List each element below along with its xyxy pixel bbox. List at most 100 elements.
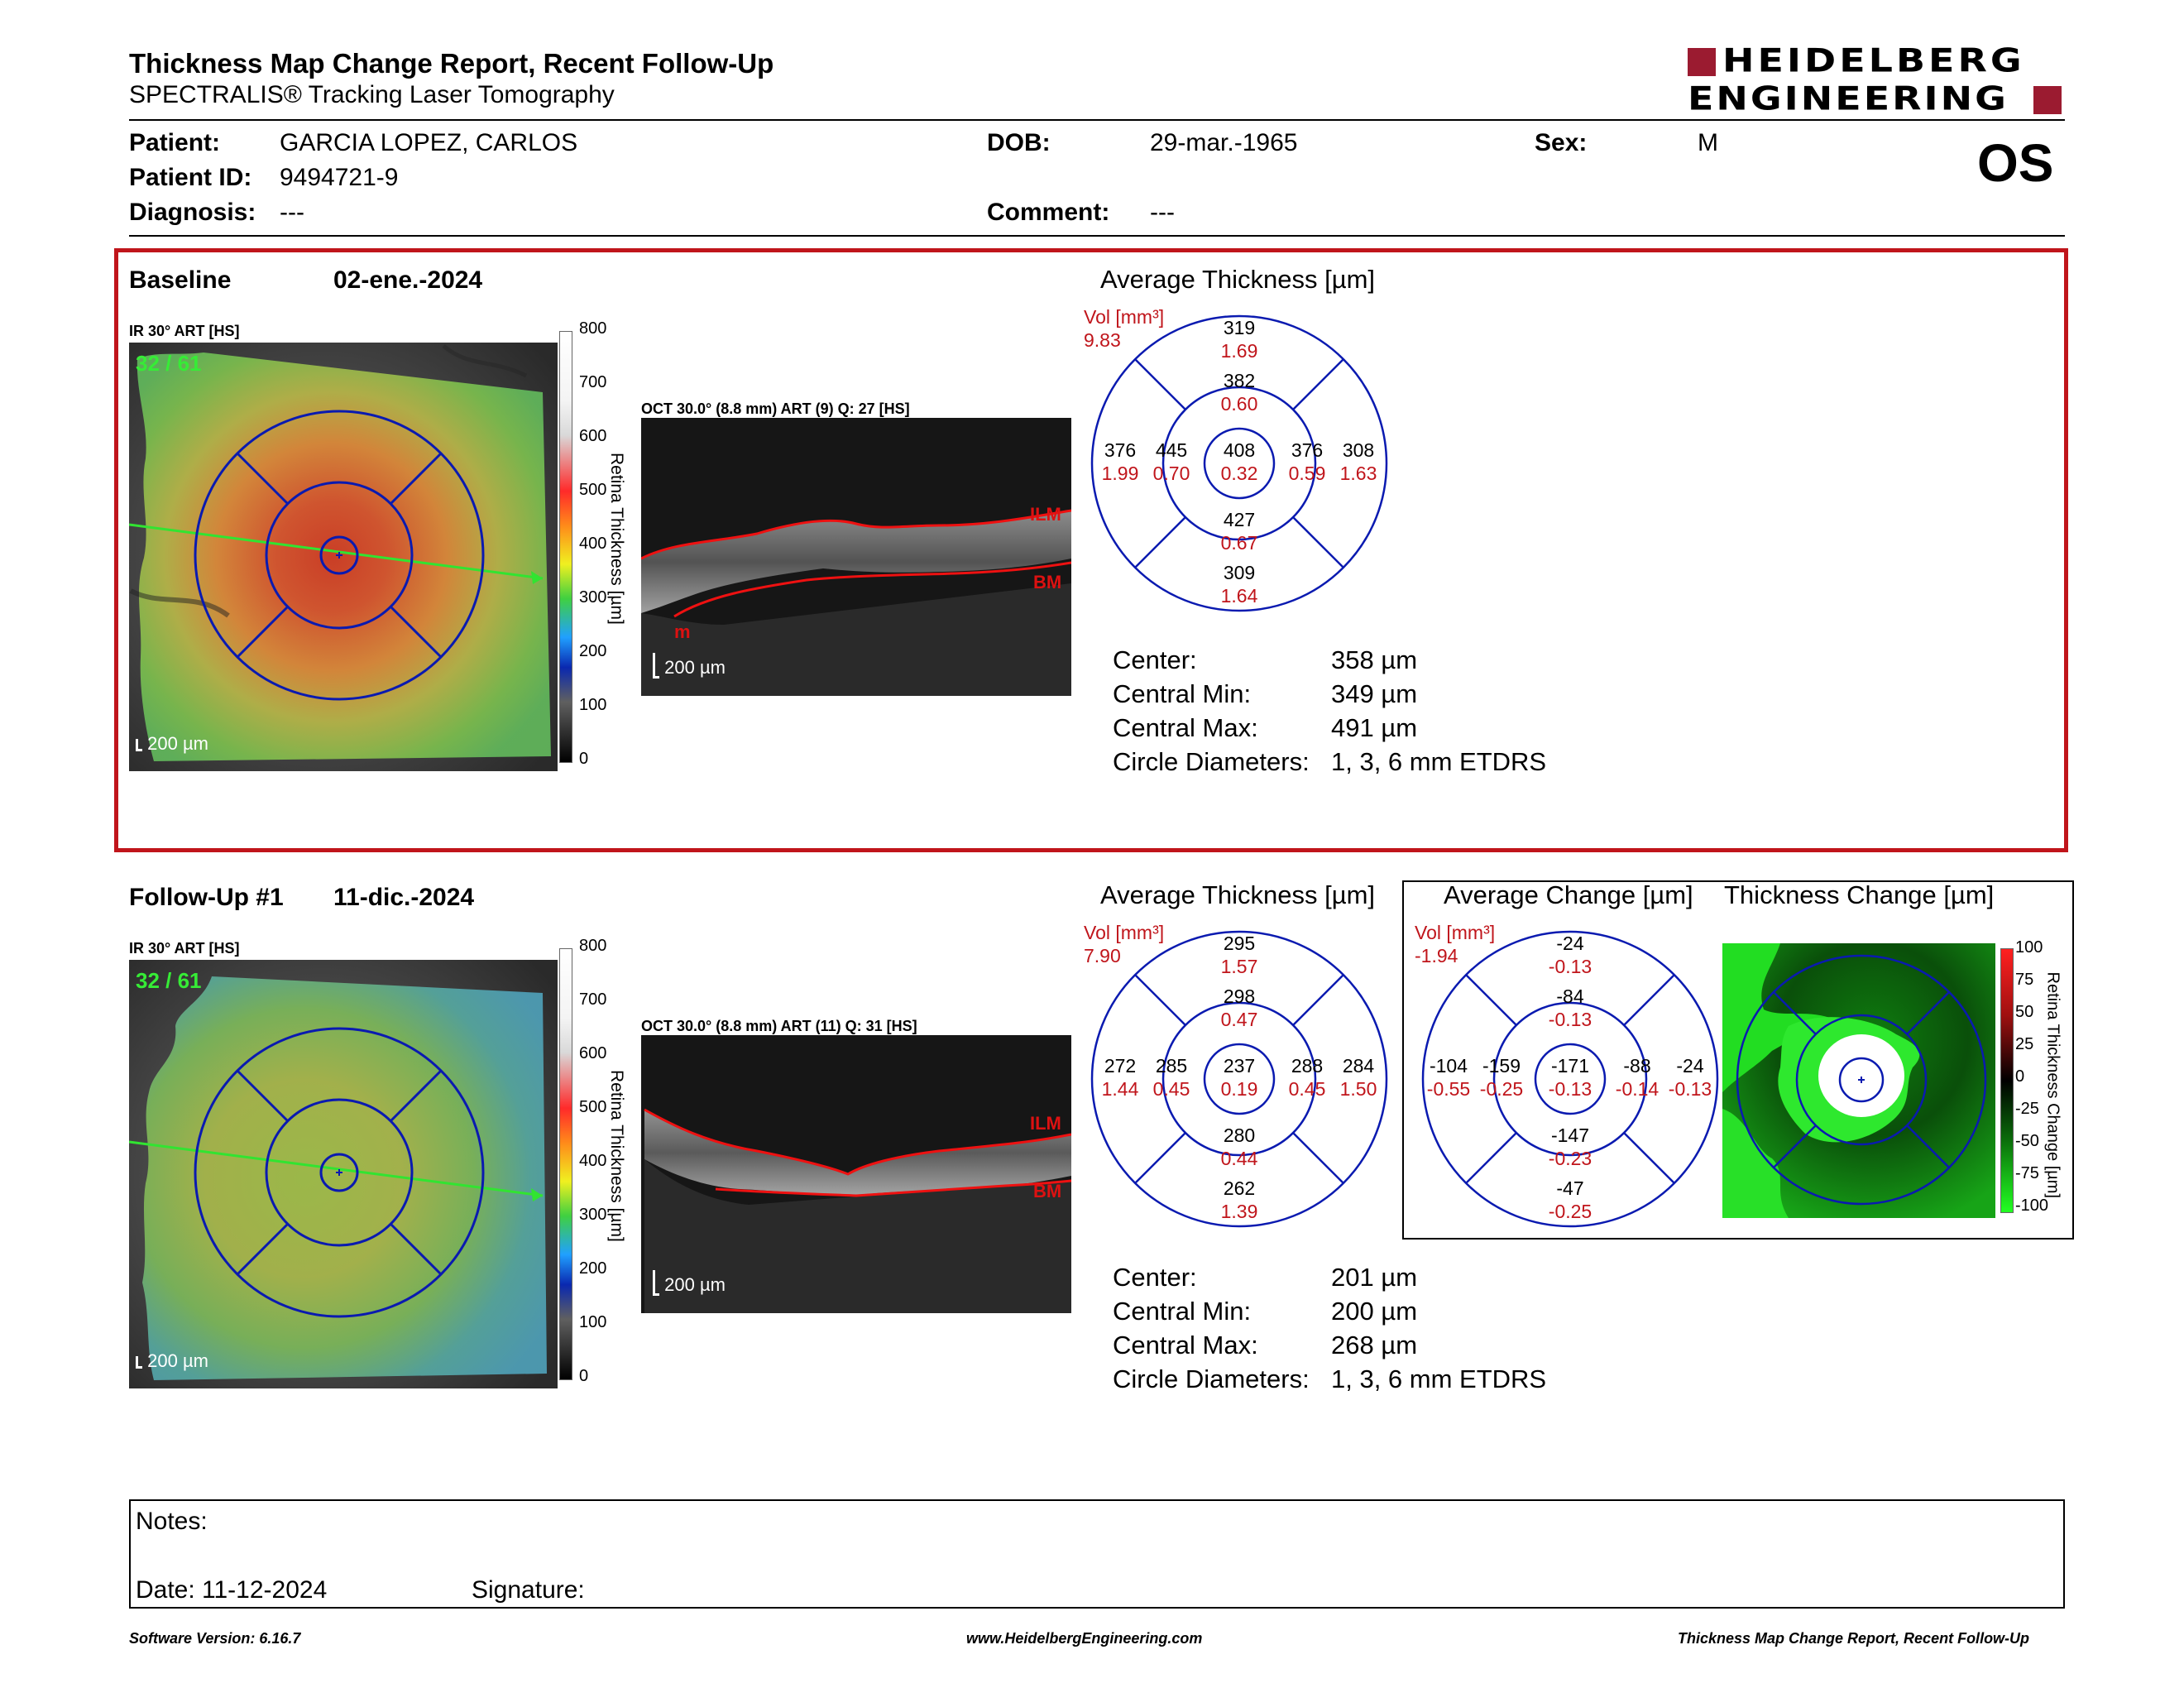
etdrs-inner-inf: -147 -0.23 (1548, 1125, 1592, 1169)
etdrs-inner-inf: 280 0.44 (1220, 1125, 1258, 1169)
followup-oct-scan: ILM BM 200 µm (641, 1035, 1071, 1313)
change-tick: 50 (2015, 1003, 2034, 1021)
baseline-oct-scale-label: 200 µm (664, 657, 726, 678)
colorbar-tick: 0 (579, 750, 589, 768)
etdrs-inner-sup: -84 -0.13 (1548, 985, 1592, 1030)
colorbar-tick: 300 (579, 588, 607, 607)
colorbar-tick: 200 (579, 1259, 607, 1278)
patient-id: 9494721-9 (280, 164, 399, 191)
baseline-oct-scale: 200 µm (653, 653, 726, 679)
etdrs-inner-sup: 382 0.60 (1220, 370, 1258, 415)
stat-value: 1, 3, 6 mm ETDRS (1331, 1364, 1547, 1393)
baseline-ir-scale: 200 µm (136, 733, 208, 755)
stat-value: 358 µm (1331, 645, 1418, 674)
stat-value: 349 µm (1331, 679, 1418, 708)
baseline-oct-bm: BM (1033, 572, 1062, 592)
etdrs-inner-temp: -159 -0.25 (1479, 1055, 1524, 1100)
stat-value: 1, 3, 6 mm ETDRS (1331, 747, 1547, 776)
etdrs-outer-inf: 262 1.39 (1220, 1177, 1258, 1222)
stat-label: Circle Diameters: (1113, 1364, 1310, 1393)
change-tick: 25 (2015, 1035, 2034, 1053)
etdrs-outer-nas: 308 1.63 (1339, 439, 1377, 484)
followup-oct-caption: OCT 30.0° (8.8 mm) ART (11) Q: 31 [HS] (641, 1018, 917, 1034)
baseline-etdrs-grid: 319 1.69 382 0.60 376 1.99 445 0.70 408 0.32 … (1090, 314, 1388, 612)
etdrs-center: 237 0.19 (1220, 1055, 1258, 1100)
etdrs-outer-temp: -104 -0.55 (1426, 1055, 1471, 1100)
stat-value: 491 µm (1331, 713, 1418, 742)
diagnosis-value: --- (280, 199, 304, 226)
followup-oct-bm: BM (1033, 1181, 1062, 1201)
baseline-ir-caption: IR 30° ART [HS] (129, 323, 240, 339)
brand-square-bottom (2033, 86, 2062, 114)
etdrs-outer-sup: 319 1.69 (1220, 317, 1258, 362)
colorbar-tick: 0 (579, 1367, 589, 1385)
followup-colorbar-title: Retina Thickness [µm] (607, 1070, 626, 1242)
followup-avg-title: Average Thickness [µm] (1100, 880, 1376, 909)
followup-date: 11-dic.-2024 (333, 884, 475, 911)
stat-label: Central Min: (1113, 1297, 1252, 1326)
followup-vol-label: Vol [mm³] (1084, 922, 1165, 943)
colorbar-tick: 800 (579, 319, 607, 338)
patient-id-label: Patient ID: (129, 164, 252, 191)
followup-oct-scale: 200 µm (653, 1270, 726, 1296)
etdrs-outer-temp: 272 1.44 (1101, 1055, 1139, 1100)
followup-colorbar-ticks: 800 700 600 500 400 300 200 100 0 (579, 937, 620, 1385)
footer-url[interactable]: www.HeidelbergEngineering.com (966, 1630, 1203, 1647)
sex-label: Sex: (1535, 129, 1588, 156)
etdrs-inner-nas: -88 -0.14 (1615, 1055, 1660, 1100)
followup-colorbar (559, 948, 572, 1380)
stat-value: 200 µm (1331, 1297, 1418, 1326)
followup-etdrs-grid: 295 1.57 298 0.47 272 1.44 285 0.45 237 0.19 … (1090, 930, 1388, 1228)
baseline-vol-label: Vol [mm³] (1084, 306, 1165, 328)
comment-label: Comment: (987, 199, 1110, 226)
eye-label: OS (1977, 133, 2054, 193)
etdrs-center: 408 0.32 (1220, 439, 1258, 484)
baseline-oct-m: m (674, 621, 691, 642)
baseline-thickness-map: 32 / 61 200 µm (129, 343, 558, 771)
change-etdrs-grid: -24 -0.13 -84 -0.13 -104 -0.55 -159 -0.25 -1… (1421, 930, 1719, 1228)
report-title: Thickness Map Change Report, Recent Foll… (129, 48, 774, 79)
colorbar-tick: 700 (579, 373, 607, 391)
date-label: Date: 11-12-2024 (136, 1576, 328, 1604)
patient-name: GARCIA LOPEZ, CARLOS (280, 129, 578, 156)
stat-label: Center: (1113, 645, 1197, 674)
etdrs-outer-sup: 295 1.57 (1220, 933, 1258, 977)
notes-box[interactable] (129, 1499, 2065, 1609)
change-vol-label: Vol [mm³] (1415, 922, 1496, 943)
patient-label: Patient: (129, 129, 221, 156)
colorbar-tick: 800 (579, 937, 607, 955)
change-tick: -75 (2015, 1164, 2039, 1182)
etdrs-outer-nas: -24 -0.13 (1668, 1055, 1712, 1100)
etdrs-outer-temp: 376 1.99 (1101, 439, 1139, 484)
stat-label: Center: (1113, 1263, 1197, 1292)
header-divider (129, 119, 2065, 121)
baseline-oct-scan: ILM BM m 200 µm (641, 418, 1071, 696)
sex-value: M (1698, 129, 1718, 156)
change-tick: 100 (2015, 938, 2043, 957)
colorbar-tick: 600 (579, 427, 607, 445)
change-colorbar-ticks: 100 75 50 25 0 -25 -50 -75 -100 (2015, 938, 2048, 1220)
notes-label: Notes: (136, 1508, 208, 1535)
comment-value: --- (1150, 199, 1175, 226)
followup-oct-scale-label: 200 µm (664, 1274, 726, 1295)
etdrs-inner-temp: 445 0.70 (1152, 439, 1190, 484)
colorbar-tick: 100 (579, 696, 607, 714)
report-subtitle: SPECTRALIS® Tracking Laser Tomography (129, 81, 615, 108)
baseline-ir-scale-label: 200 µm (147, 733, 208, 754)
colorbar-tick: 200 (579, 642, 607, 660)
footer-version: Software Version: 6.16.7 (129, 1630, 301, 1647)
baseline-colorbar (559, 331, 572, 763)
followup-ir-scale-label: 200 µm (147, 1350, 208, 1371)
followup-thickness-map: 32 / 61 200 µm (129, 960, 558, 1388)
etdrs-inner-temp: 285 0.45 (1152, 1055, 1190, 1100)
brand-line2: ENGINEERING (1688, 79, 2009, 117)
change-avg-title: Average Change [µm] (1444, 880, 1693, 909)
brand-square-top (1688, 48, 1716, 76)
stat-label: Circle Diameters: (1113, 747, 1310, 776)
footer-report-name: Thickness Map Change Report, Recent Foll… (1678, 1630, 2030, 1647)
baseline-label: Baseline (129, 266, 232, 294)
diagnosis-label: Diagnosis: (129, 199, 256, 226)
followup-ir-caption: IR 30° ART [HS] (129, 940, 240, 957)
colorbar-tick: 400 (579, 535, 607, 553)
followup-ir-scale: 200 µm (136, 1350, 208, 1372)
